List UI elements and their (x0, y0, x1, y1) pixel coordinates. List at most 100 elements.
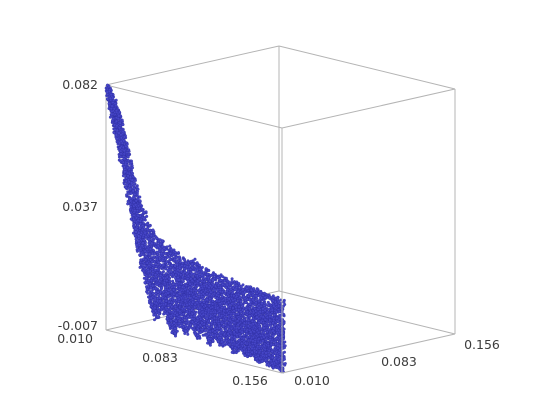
scatter-point (262, 326, 266, 330)
scatter-point (237, 281, 241, 285)
scatter-point (282, 321, 286, 325)
scatter-point (231, 317, 235, 321)
scatter-point (150, 252, 154, 256)
scatter-point (148, 224, 152, 228)
scatter-point (224, 276, 228, 280)
scatter-point (202, 319, 206, 323)
scatter-point (206, 319, 210, 323)
scatter-point (224, 317, 228, 321)
scatter-point (114, 98, 118, 102)
scatter-point (154, 294, 158, 298)
scatter-point (246, 324, 250, 328)
scatter-point (160, 305, 164, 309)
scatter-point (145, 222, 149, 226)
scatter-point (193, 257, 197, 261)
box-edge (105, 45, 280, 86)
axes-box-back (105, 45, 456, 335)
scatter-point (146, 291, 150, 295)
scatter-point (255, 297, 259, 301)
scatter-point (211, 302, 215, 306)
scatter-point (229, 287, 233, 291)
scatter-point (152, 255, 156, 259)
scatter-point (249, 353, 253, 357)
scatter-point (227, 297, 231, 301)
scatter-point (181, 279, 185, 283)
scatter-point (138, 195, 142, 199)
scatter-point (262, 291, 266, 295)
scatter-point (242, 333, 246, 337)
scatter-point (167, 300, 171, 304)
scatter-point (148, 282, 152, 286)
scatter-point (208, 343, 212, 347)
scatter-point (237, 326, 241, 330)
scatter-point (211, 339, 215, 343)
scatter-point (273, 323, 277, 327)
scatter-point (224, 285, 228, 289)
scatter-point (106, 97, 110, 101)
scatter-point (147, 269, 151, 273)
scatter-point (239, 285, 243, 289)
scatter-point (245, 332, 249, 336)
scatter-point (195, 261, 199, 265)
scatter-point (197, 263, 201, 267)
scatter-point (230, 350, 234, 354)
scatter-point (243, 290, 247, 294)
scatter-point (175, 329, 179, 333)
scatter-point (186, 332, 190, 336)
data-points (104, 83, 287, 374)
scatter-point (200, 273, 204, 277)
scatter-point (173, 250, 177, 254)
scatter-point (274, 360, 278, 364)
scatter-point (263, 295, 267, 299)
scatter-point (213, 288, 217, 292)
scatter-point (273, 313, 277, 317)
scatter-point (278, 344, 282, 348)
scatter-point (127, 148, 131, 152)
scatter-point (208, 296, 212, 300)
scatter-point (158, 299, 162, 303)
scatter-point (266, 300, 270, 304)
scatter-point (217, 332, 221, 336)
scatter-point (245, 297, 249, 301)
scatter-point (190, 262, 194, 266)
box-edge (278, 45, 456, 90)
scatter-point (230, 277, 234, 281)
scatter-point (262, 344, 266, 348)
scatter-point (168, 244, 172, 248)
scatter-point (247, 347, 251, 351)
scatter-point (254, 301, 258, 305)
scatter-point (193, 323, 197, 327)
scatter-point (282, 357, 286, 361)
scatter-point (216, 339, 220, 343)
scatter-point (130, 166, 134, 170)
scatter-point (221, 275, 225, 279)
scatter-point (151, 228, 155, 232)
scatter-point (223, 306, 227, 310)
scatter-point (223, 279, 227, 283)
scatter-point (234, 305, 238, 309)
scatter-point (173, 276, 177, 280)
scatter-point (122, 182, 126, 186)
scatter-point (222, 309, 226, 313)
box-edge (281, 88, 456, 129)
box-edge (105, 84, 283, 129)
scatter-point (161, 290, 165, 294)
scatter-point (150, 241, 154, 245)
scatter-point (277, 304, 281, 308)
scatter-point (166, 291, 170, 295)
scatter-point (167, 323, 171, 327)
scatter-point (143, 267, 147, 271)
scatter-point (190, 312, 194, 316)
scatter-point (200, 328, 204, 332)
scatter-point (183, 331, 187, 335)
scatter-point (156, 290, 160, 294)
scatter-point (121, 130, 125, 134)
scatter-point (176, 251, 180, 255)
scatter-point (121, 174, 125, 178)
scatter-point (147, 299, 151, 303)
scatter-point (203, 304, 207, 308)
scatter-point (283, 361, 287, 365)
scatter-point (205, 298, 209, 302)
